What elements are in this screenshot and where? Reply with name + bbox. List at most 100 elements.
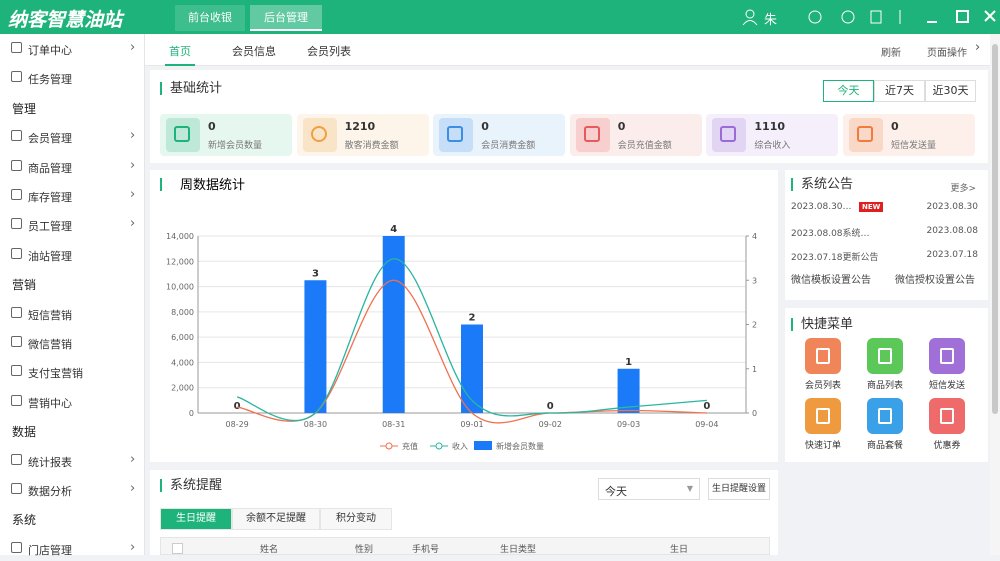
notice-title[interactable]: 2023.08.30… [791, 202, 852, 212]
stat-value: 0 [481, 120, 489, 133]
x-tick-label: 09-04 [695, 420, 718, 429]
quick-label: 会员列表 [804, 381, 841, 391]
sidebar: 订单中心 › 任务管理 管理 会员管理 › 商品管理 › 库存管理 › 员工管理 › 油站管理 营销 短信营… [0, 34, 145, 557]
stat-card: 0 会员消费金额 [433, 114, 566, 156]
quick-label: 短信发送 [928, 381, 965, 391]
menu-label: 门店管理 [28, 543, 72, 557]
bar-label: 1 [625, 357, 632, 368]
quick-icon[interactable] [929, 398, 965, 434]
range-button[interactable]: 近7天 [874, 80, 925, 102]
page-tab[interactable]: 首页 [165, 43, 195, 66]
menu-icon [11, 453, 22, 465]
stat-label: 会员充值金额 [617, 141, 672, 151]
menu-item[interactable]: 会员管理 › [0, 127, 144, 149]
menu-item[interactable]: 统计报表 › [0, 451, 144, 473]
menu-item[interactable]: 订单中心 › [0, 39, 144, 61]
stat-value: 0 [617, 120, 626, 133]
x-tick-label: 08-31 [382, 420, 405, 429]
reminder-tab[interactable]: 余额不足提醒 [232, 508, 320, 530]
quick-icon[interactable] [867, 338, 903, 374]
menu-item[interactable]: 支付宝营销 [0, 362, 144, 384]
quick-icon[interactable] [867, 398, 903, 434]
menu-label: 任务管理 [28, 73, 72, 87]
x-tick-label: 09-03 [617, 420, 640, 429]
menu-label: 商品管理 [28, 161, 72, 175]
menu-item[interactable]: 营销中心 [0, 392, 144, 414]
tab-bar: 首页 会员信息 会员列表 刷新 页面操作 › [145, 34, 990, 66]
menu-label: 会员管理 [28, 132, 72, 146]
quick-label: 商品套餐 [866, 441, 903, 451]
reminder-tab[interactable]: 积分变动 [320, 508, 392, 530]
reminder-tab[interactable]: 生日提醒 [160, 508, 232, 530]
notice-link[interactable]: 微信模板设置公告 [791, 275, 871, 286]
quick-glyph [940, 408, 954, 424]
stat-card: 0 短信发送量 [843, 114, 975, 156]
menu-label: 支付宝营销 [28, 367, 83, 381]
stats-panel: 基础统计 今天 近7天 近30天 0 新增会员数量 1210 散客消费金额 0 会员消费金额 0 会… [150, 70, 988, 163]
title-bar [160, 178, 162, 191]
tab-arrow[interactable]: › [975, 40, 981, 55]
y2-tick-label: 2 [752, 321, 757, 330]
y2-tick-label: 4 [752, 232, 757, 241]
menu-item[interactable]: 员工管理 › [0, 215, 144, 237]
bar-label: 0 [703, 401, 710, 412]
menu-item[interactable]: 任务管理 [0, 68, 144, 90]
quick-icon[interactable] [805, 398, 841, 434]
quick-glyph [878, 348, 892, 364]
y-tick-label: 8,000 [171, 308, 194, 317]
legend-dot [435, 442, 443, 450]
menu-arrow: › [130, 539, 136, 555]
menu-item[interactable]: 短信营销 [0, 304, 144, 326]
select-arrow: ▼ [686, 484, 693, 493]
top-tab[interactable]: 前台收银 [175, 5, 245, 31]
settings-button[interactable]: 生日提醒设置 [708, 478, 770, 500]
menu-item[interactable]: 微信营销 [0, 333, 144, 355]
notice-date: 2023.07.18 [926, 250, 978, 260]
notice-title[interactable]: 2023.08.08系统… [791, 229, 870, 239]
stat-label: 短信发送量 [891, 141, 937, 151]
bar-label: 0 [234, 401, 241, 412]
user-icon[interactable] [740, 7, 760, 27]
x-tick-label: 09-02 [539, 420, 562, 429]
top-tab[interactable]: 后台管理 [250, 5, 322, 31]
page-tab[interactable]: 会员信息 [232, 45, 276, 58]
menu-icon [11, 218, 22, 230]
quick-icon[interactable] [929, 338, 965, 374]
menu-arrow: › [130, 40, 136, 55]
toolbar-button[interactable]: 页面操作 [927, 48, 967, 59]
y2-tick-label: 0 [752, 409, 757, 418]
more-link[interactable]: 更多> [950, 184, 976, 194]
user-name[interactable]: 朱 [764, 13, 778, 28]
menu-item[interactable]: 库存管理 › [0, 186, 144, 208]
legend-swatch [474, 441, 492, 450]
menu-item[interactable]: 油站管理 [0, 245, 144, 267]
stat-glyph [310, 126, 327, 142]
quick-panel: 快捷菜单 会员列表 商品列表 短信发送 快速订单 商品套餐 优惠券 [785, 308, 988, 462]
date-select[interactable]: 今天 ▼ [598, 478, 700, 500]
notice-link[interactable]: 微信授权设置公告 [895, 275, 975, 286]
stat-glyph [857, 126, 873, 142]
quick-icon[interactable] [805, 338, 841, 374]
checkbox[interactable] [172, 543, 183, 554]
y-tick-label: 6,000 [171, 333, 194, 342]
page-tab[interactable]: 会员列表 [307, 45, 351, 58]
bar-label: 2 [469, 313, 476, 324]
x-tick-label: 08-29 [226, 420, 249, 429]
toolbar-button[interactable]: 刷新 [881, 48, 901, 59]
range-button[interactable]: 近30天 [925, 80, 976, 102]
menu-arrow: › [130, 451, 136, 467]
menu-icon [11, 365, 22, 377]
menu-item[interactable]: 商品管理 › [0, 157, 144, 179]
stat-card: 1110 综合收入 [706, 114, 839, 156]
scroll-thumb[interactable] [992, 44, 998, 414]
menu-item[interactable]: 数据分析 › [0, 480, 144, 502]
range-button[interactable]: 今天 [823, 80, 874, 102]
y2-tick-label: 3 [752, 276, 757, 285]
menu-icon [11, 394, 22, 406]
panel-title: 系统公告 [791, 178, 853, 191]
window-controls[interactable] [805, 7, 1000, 27]
menu-item[interactable]: 门店管理 › [0, 539, 144, 561]
notice-title[interactable]: 2023.07.18更新公告 [791, 253, 879, 263]
legend-label: 新增会员数量 [496, 441, 544, 451]
